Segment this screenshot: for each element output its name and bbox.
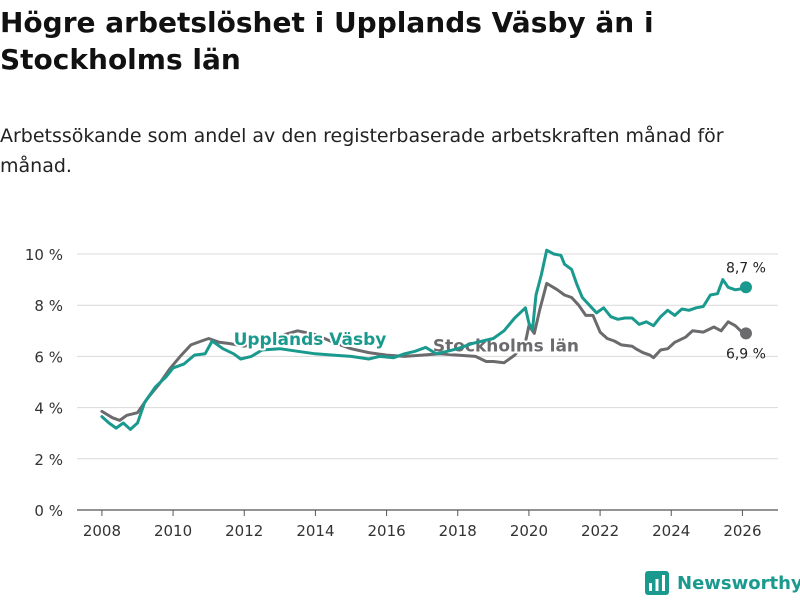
x-tick-label: 2014 [296,522,334,540]
x-tick-label: 2022 [581,522,619,540]
newsworthy-logo-icon [645,571,669,595]
brand-logo[interactable]: Newsworthy [645,568,800,598]
x-tick-label: 2010 [154,522,192,540]
end-marker-upplands-väsby [739,281,752,294]
series-line-upplands-väsby [100,248,748,431]
x-tick-label: 2024 [652,522,690,540]
x-tick-label: 2020 [510,522,548,540]
chart-subtitle: Arbetssökande som andel av den registerb… [0,125,724,177]
chart-title: Högre arbetslöshet i Upplands Väsby än i… [0,6,654,76]
x-tick-label: 2012 [225,522,263,540]
series-line-stockholms-län [100,281,748,422]
end-marker-stockholms-län [739,327,752,340]
brand-name: Newsworthy [677,572,800,594]
end-value-label: 8,7 % [726,260,766,276]
y-tick-label: 0 % [34,502,63,520]
y-tick-label: 4 % [34,400,63,418]
y-tick-label: 6 % [34,348,63,366]
y-tick-label: 10 % [25,246,63,264]
series-label-stockholms-län: Stockholms län [433,336,579,356]
end-value-label: 6,9 % [726,346,766,362]
series-label-halo: Stockholms län [433,336,579,356]
y-tick-label: 8 % [34,297,63,315]
y-tick-label: 2 % [34,451,63,469]
x-tick-label: 2016 [367,522,405,540]
x-tick-label: 2018 [439,522,477,540]
series-label-halo: Upplands Väsby [234,330,387,350]
x-tick-label: 2008 [83,522,121,540]
x-tick-label: 2026 [723,522,761,540]
series-label-upplands-väsby: Upplands Väsby [234,330,387,350]
